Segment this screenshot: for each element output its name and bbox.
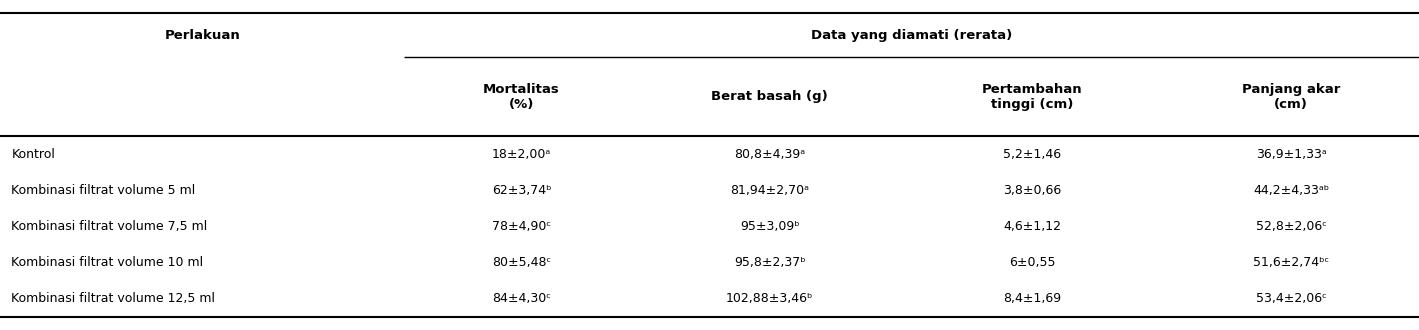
Text: 95±3,09ᵇ: 95±3,09ᵇ [739, 220, 800, 233]
Text: 52,8±2,06ᶜ: 52,8±2,06ᶜ [1256, 220, 1327, 233]
Text: Kombinasi filtrat volume 7,5 ml: Kombinasi filtrat volume 7,5 ml [11, 220, 207, 233]
Text: Mortalitas
(%): Mortalitas (%) [482, 83, 561, 111]
Text: 80,8±4,39ᵃ: 80,8±4,39ᵃ [734, 148, 806, 161]
Text: Kombinasi filtrat volume 5 ml: Kombinasi filtrat volume 5 ml [11, 184, 196, 197]
Text: 6±0,55: 6±0,55 [1009, 256, 1056, 269]
Text: 8,4±1,69: 8,4±1,69 [1003, 292, 1061, 305]
Text: 80±5,48ᶜ: 80±5,48ᶜ [492, 256, 551, 269]
Text: 18±2,00ᵃ: 18±2,00ᵃ [492, 148, 551, 161]
Text: 78±4,90ᶜ: 78±4,90ᶜ [492, 220, 551, 233]
Text: Pertambahan
tinggi (cm): Pertambahan tinggi (cm) [982, 83, 1083, 111]
Text: 51,6±2,74ᵇᶜ: 51,6±2,74ᵇᶜ [1253, 256, 1330, 269]
Text: 84±4,30ᶜ: 84±4,30ᶜ [492, 292, 551, 305]
Text: Kontrol: Kontrol [11, 148, 55, 161]
Text: 44,2±4,33ᵃᵇ: 44,2±4,33ᵃᵇ [1253, 184, 1330, 197]
Text: 102,88±3,46ᵇ: 102,88±3,46ᵇ [727, 292, 813, 305]
Text: Panjang akar
(cm): Panjang akar (cm) [1242, 83, 1341, 111]
Text: 5,2±1,46: 5,2±1,46 [1003, 148, 1061, 161]
Text: 4,6±1,12: 4,6±1,12 [1003, 220, 1061, 233]
Text: 62±3,74ᵇ: 62±3,74ᵇ [492, 184, 551, 197]
Text: 53,4±2,06ᶜ: 53,4±2,06ᶜ [1256, 292, 1327, 305]
Text: Perlakuan: Perlakuan [165, 29, 240, 42]
Text: 81,94±2,70ᵃ: 81,94±2,70ᵃ [731, 184, 809, 197]
Text: Kombinasi filtrat volume 10 ml: Kombinasi filtrat volume 10 ml [11, 256, 203, 269]
Text: Berat basah (g): Berat basah (g) [711, 90, 829, 103]
Text: 36,9±1,33ᵃ: 36,9±1,33ᵃ [1256, 148, 1327, 161]
Text: 95,8±2,37ᵇ: 95,8±2,37ᵇ [734, 256, 806, 269]
Text: Data yang diamati (rerata): Data yang diamati (rerata) [812, 29, 1012, 42]
Text: Kombinasi filtrat volume 12,5 ml: Kombinasi filtrat volume 12,5 ml [11, 292, 216, 305]
Text: 3,8±0,66: 3,8±0,66 [1003, 184, 1061, 197]
